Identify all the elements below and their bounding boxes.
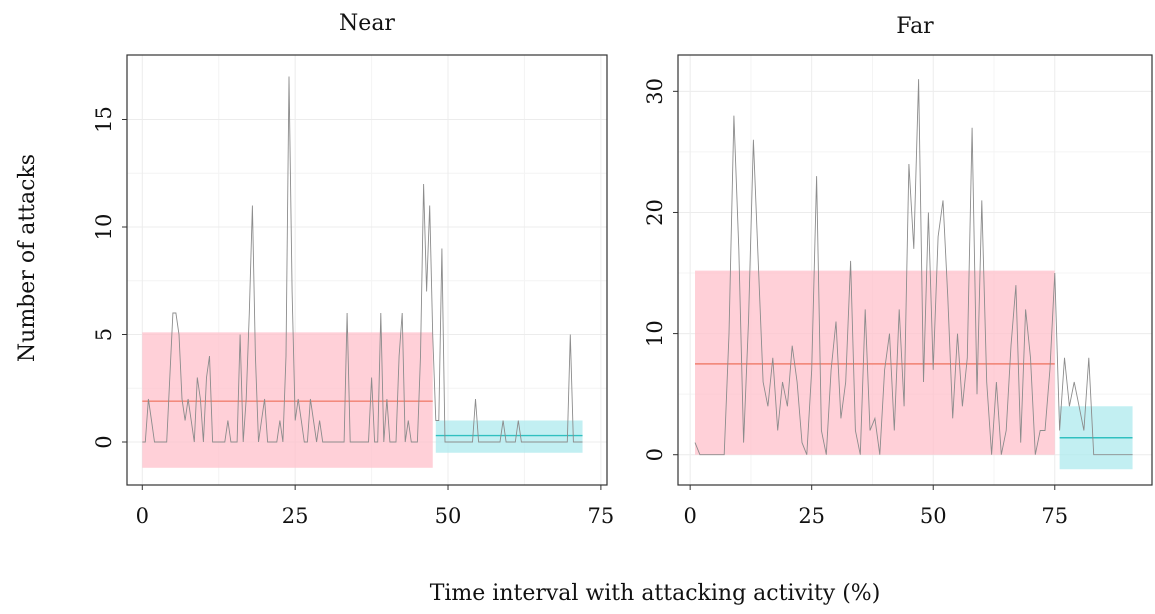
segment-band-0 (142, 332, 433, 468)
y-tick-label: 30 (643, 78, 667, 105)
y-tick-label: 20 (643, 199, 667, 226)
y-tick-label: 15 (92, 106, 116, 133)
x-tick-label: 75 (588, 504, 615, 528)
segment-band-1 (435, 420, 583, 453)
x-tick-label: 25 (282, 504, 309, 528)
panel-title: Far (896, 14, 934, 39)
plot-frame (126, 54, 608, 486)
y-axis-label: Number of attacks (15, 154, 40, 362)
x-tick-label: 75 (1041, 504, 1068, 528)
x-tick-label: 25 (798, 504, 825, 528)
plot-frame (677, 54, 1153, 486)
x-tick-label: 50 (435, 504, 462, 528)
attack-count-line (142, 76, 583, 443)
panel-near: 0 25 50 75 0 5 10 15 Near (92, 11, 614, 528)
x-axis-label: Time interval with attacking activity (%… (430, 581, 881, 606)
y-tick-label: 10 (92, 214, 116, 241)
y-tick-label: 5 (92, 328, 116, 341)
y-tick-label: 0 (643, 448, 667, 461)
x-tick-label: 50 (920, 504, 947, 528)
panel-far: 0 25 50 75 0 10 20 30 Far (643, 14, 1153, 528)
x-tick-label: 0 (136, 504, 149, 528)
x-tick-label: 0 (683, 504, 696, 528)
panel-title: Near (339, 11, 395, 36)
attack-count-line (694, 79, 1133, 456)
segment-band-0 (695, 270, 1055, 455)
y-tick-label: 0 (92, 435, 116, 448)
y-tick-label: 10 (643, 320, 667, 347)
